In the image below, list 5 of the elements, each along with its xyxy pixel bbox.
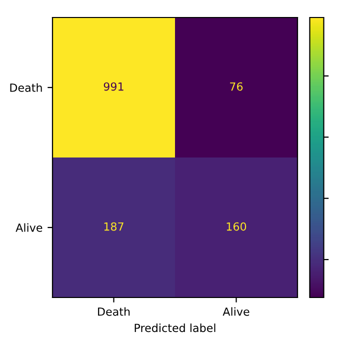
- data-label: 76: [230, 82, 243, 91]
- data-label: 187: [104, 222, 124, 231]
- x-axis-title: Predicted label: [134, 324, 216, 332]
- data-label: 991: [104, 82, 124, 91]
- data-label: 160: [226, 222, 246, 231]
